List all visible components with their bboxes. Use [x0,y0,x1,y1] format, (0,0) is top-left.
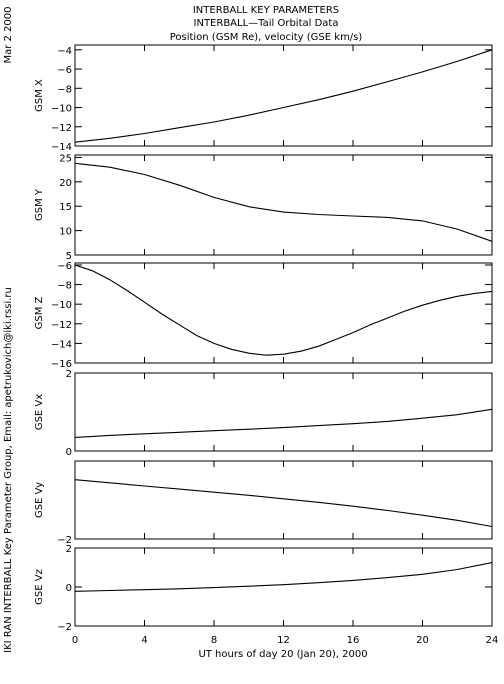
y-axis-label: GSE Vy [34,482,45,518]
panel-frame [74,547,493,627]
y-tick-label: −10 [51,300,72,311]
y-axis-label: GSM Y [34,188,45,221]
y-tick-label: −8 [57,84,72,95]
y-tick-label: 25 [59,153,72,164]
series-line-gsm-z [74,264,493,356]
y-tick-label: −8 [57,281,72,292]
x-tick-label: 4 [141,635,147,646]
y-tick-label: −2 [57,535,72,546]
y-axis-label: GSM X [34,79,45,112]
y-axis-label: GSM Z [34,296,45,329]
x-axis-label: UT hours of day 20 (Jan 20), 2000 [198,649,367,660]
panel-frame [74,44,493,147]
y-tick-label: −6 [57,65,72,76]
y-tick-label: 2 [66,544,72,555]
panel-frame [74,262,493,364]
y-tick-label: 20 [59,178,72,189]
y-tick-label: −4 [57,46,72,57]
y-axis-label: GSE Vx [34,394,45,430]
x-tick-label: 8 [211,635,217,646]
panel-2: 5 10 15 20 25 GSM Y [34,153,493,262]
y-tick-label: 5 [66,251,72,262]
panel-3: −16 −14 −12 −10 −8 −6 GSM Z [34,261,493,370]
figure-title-line1: INTERBALL KEY PARAMETERS [193,5,339,16]
y-tick-label: 10 [59,227,72,238]
x-tick-label: 20 [416,635,429,646]
y-tick-label: −14 [51,339,72,350]
y-tick-label: −12 [51,320,72,331]
y-tick-label: 2 [66,369,72,380]
y-tick-label: 15 [59,202,72,213]
series-line-gsm-y [74,162,493,242]
figure-title-line3: Position (GSM Re), velocity (GSE km/s) [170,32,363,43]
y-tick-label: −2 [57,622,72,633]
y-axis-label: GSE Vz [34,569,45,605]
panel-5: −2 GSE Vy [34,460,493,546]
x-tick-label: 16 [347,635,360,646]
series-line-gse-vx [74,408,493,438]
panel-4: 0 2 GSE Vx [34,369,493,458]
y-tick-label: −14 [51,142,72,153]
series-line-gsm-x [74,49,493,143]
series-line-gse-vz [74,562,493,592]
panel-frame [74,372,493,452]
y-tick-label: −10 [51,104,72,115]
figure-title-line2: INTERBALL—Tail Orbital Data [194,18,339,29]
x-tick-label: 24 [486,635,499,646]
y-tick-label: −12 [51,123,72,134]
y-tick-label: −16 [51,359,72,370]
panel-1: −14 −12 −10 −8 −6 −4 GSM X [34,44,493,153]
x-tick-label: 12 [277,635,290,646]
x-tick-label: 0 [72,635,78,646]
group-credit: IKI RAN INTERBALL Key Parameter Group, E… [3,287,14,653]
panel-frame [74,460,493,540]
panel-frame [74,154,493,256]
y-tick-label: 0 [66,447,72,458]
y-tick-label: 0 [66,583,72,594]
plot-date: Mar 2 2000 [3,6,14,63]
y-tick-label: −6 [57,261,72,272]
series-line-gse-vy [74,479,493,528]
